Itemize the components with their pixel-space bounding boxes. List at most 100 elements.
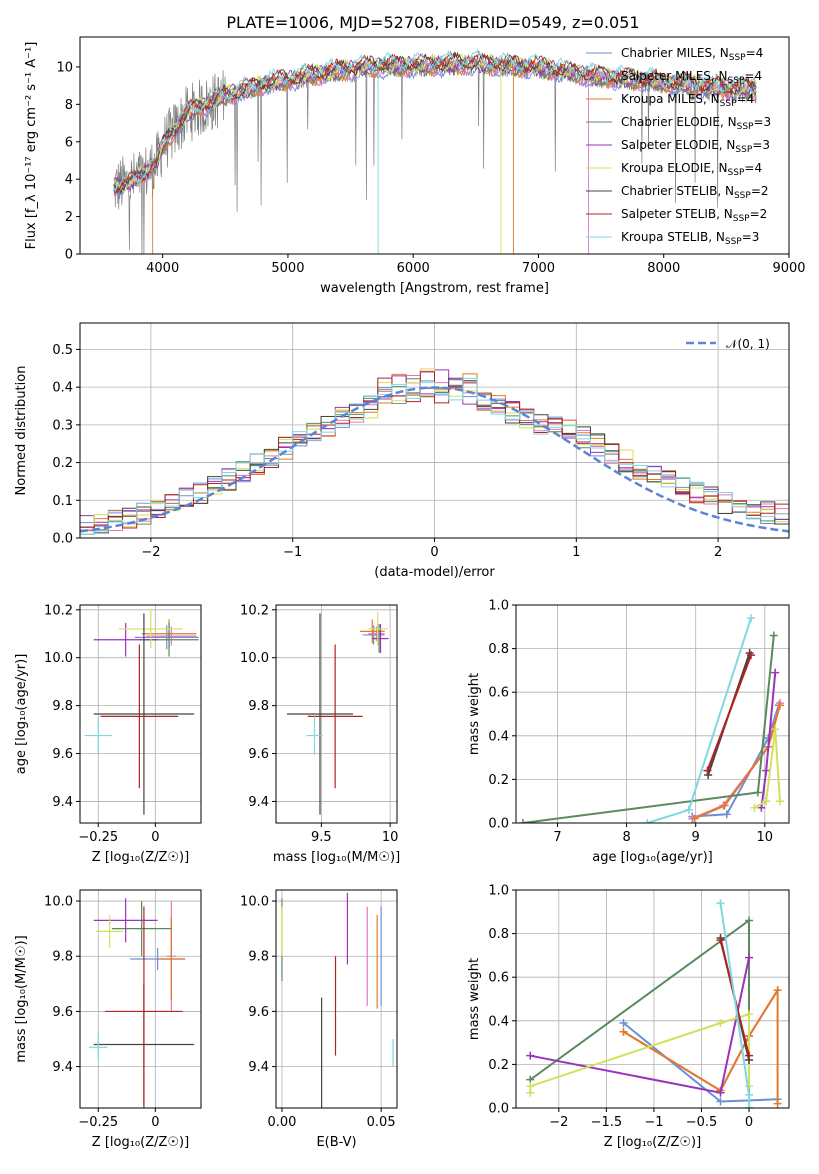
weight-marker [745, 953, 754, 962]
legend-entry: Kroupa ELODIE, NSSP=4 [621, 161, 762, 178]
x-tick-label: −2 [141, 545, 160, 560]
x-tick-label: −1.5 [591, 1115, 623, 1130]
weight-marker [769, 631, 778, 640]
y-tick-label: 0.1 [52, 494, 73, 509]
axes-frame [79, 322, 790, 539]
axes-frame [515, 889, 790, 1109]
mass-vs-ebv-panel: 0.00 0.05 9.4 9.6 9.8 10.0 E(B-V) [240, 889, 398, 1150]
weight-marker [684, 805, 693, 814]
x-tick-label: 0 [151, 1115, 159, 1130]
legend-entry: Kroupa MILES, NSSP=4 [621, 92, 754, 109]
weight-marker [716, 1018, 725, 1027]
y-tick-label: 9.8 [248, 699, 269, 714]
weight-line-chabrier-elodie [529, 918, 750, 1108]
y-tick-label: 0.2 [488, 1058, 509, 1073]
y-tick-label: 0.8 [488, 642, 509, 657]
errorbars [84, 609, 199, 815]
weight-marker [716, 1088, 725, 1097]
y-tick-label: 0.0 [488, 817, 509, 832]
x-tick-label: 2 [714, 545, 722, 560]
errorbars [281, 892, 394, 1108]
y-tick-label: 0.6 [488, 971, 509, 986]
x-tick-label: 0.00 [267, 1115, 296, 1130]
axes-frame [79, 36, 790, 255]
y-tick-label: 10.2 [44, 603, 73, 618]
spectrum-legend: Chabrier MILES, NSSP=4 Salpeter MILES, NS… [586, 46, 771, 247]
weight-marker [753, 788, 762, 797]
x-tick-label: 0 [430, 545, 438, 560]
weight-marker [526, 1082, 535, 1091]
normal-legend-label: 𝒩(0, 1) [726, 337, 770, 351]
weight-marker [745, 1090, 754, 1099]
x-tick-label: 10 [757, 830, 774, 845]
y-tick-label: 0.4 [488, 1014, 509, 1029]
weight-marker [619, 1027, 628, 1036]
x-tick-label: 8000 [647, 261, 680, 276]
axes-frame [79, 604, 202, 824]
weight-marker [690, 814, 699, 823]
x-axis-label: Z [log₁₀(Z/Z☉)] [92, 850, 189, 865]
weight-marker [745, 1051, 754, 1060]
weight-line-kroupa-elodie [753, 729, 781, 809]
y-tick-label: 0.2 [52, 456, 73, 471]
y-tick-label: 0.3 [52, 418, 73, 433]
weight-marker [745, 916, 754, 925]
y-tick-label: 10.0 [240, 651, 269, 666]
axes-frame [275, 604, 398, 824]
weight-line-kroupa-elodie [529, 1012, 750, 1093]
legend-entry: Salpeter ELODIE, NSSP=3 [621, 138, 770, 155]
x-tick-label: −0.5 [686, 1115, 718, 1130]
weight-marker [643, 819, 652, 823]
weight-marker [776, 797, 785, 806]
x-tick-label: −1 [644, 1115, 663, 1130]
y-tick-label: 9.6 [248, 747, 269, 762]
y-tick-label: 0.2 [488, 773, 509, 788]
x-axis-label: Z [log₁₀(Z/Z☉)] [604, 1135, 701, 1150]
x-tick-label: 7000 [522, 261, 555, 276]
weight-lines [526, 899, 782, 1108]
y-tick-label: 9.6 [248, 1005, 269, 1020]
y-axis-label: mass weight [467, 958, 482, 1040]
x-tick-label: 0 [151, 830, 159, 845]
weight-marker [776, 701, 785, 710]
y-tick-label: 10.0 [44, 651, 73, 666]
weight-marker [773, 986, 782, 995]
weight-marker [762, 797, 771, 806]
weight-marker [720, 801, 729, 810]
legend-entry: Salpeter STELIB, NSSP=2 [621, 207, 767, 224]
legend-entry: Salpeter MILES, NSSP=4 [621, 69, 762, 86]
y-tick-label: 9.8 [248, 950, 269, 965]
y-tick-label: 0 [65, 248, 73, 263]
weight-marker [773, 1099, 782, 1108]
y-tick-label: 2 [65, 210, 73, 225]
y-axis-label: Normed distribution [14, 366, 29, 496]
errorbars [287, 612, 389, 815]
y-tick-label: 0.4 [52, 381, 73, 396]
legend-entry: Chabrier ELODIE, NSSP=3 [621, 115, 771, 132]
y-tick-label: 9.4 [52, 795, 73, 810]
y-tick-label: 10.0 [44, 895, 73, 910]
x-tick-label: 7 [553, 830, 561, 845]
x-tick-label: 4000 [146, 261, 179, 276]
x-tick-label: −1 [283, 545, 302, 560]
x-tick-label: 8 [622, 830, 630, 845]
weight-marker [757, 803, 766, 812]
y-tick-label: 0.5 [52, 343, 73, 358]
x-tick-label: 9000 [772, 261, 805, 276]
spectrum-panel: 4000 5000 6000 7000 8000 9000 0 2 4 6 8 10 wavelengt… [24, 36, 806, 296]
y-tick-label: 0.0 [52, 532, 73, 547]
x-axis-label: E(B-V) [316, 1135, 356, 1150]
x-tick-label: 0 [745, 1115, 753, 1130]
weight-marker [771, 668, 780, 677]
y-tick-label: 9.4 [52, 1060, 73, 1075]
weight-marker [619, 1018, 628, 1027]
y-tick-label: 6 [65, 135, 73, 150]
y-axis-label: mass [log₁₀(M/M☉)] [14, 935, 29, 1062]
age-vs-mass-panel: 9.5 10 9.4 9.6 9.8 10.0 10.2 mass [log₁₀(M/M☉)] [240, 603, 400, 865]
figure-title: PLATE=1006, MJD=52708, FIBERID=0549, z=0… [226, 13, 639, 32]
age-vs-Z-panel: −0.25 0 9.4 9.6 9.8 10.0 10.2 Z [log₁₀(Z/Z☉)] ag… [14, 603, 202, 865]
y-tick-label: 1.0 [488, 884, 509, 899]
errorbars [89, 898, 195, 1108]
x-tick-label: −2 [549, 1115, 568, 1130]
